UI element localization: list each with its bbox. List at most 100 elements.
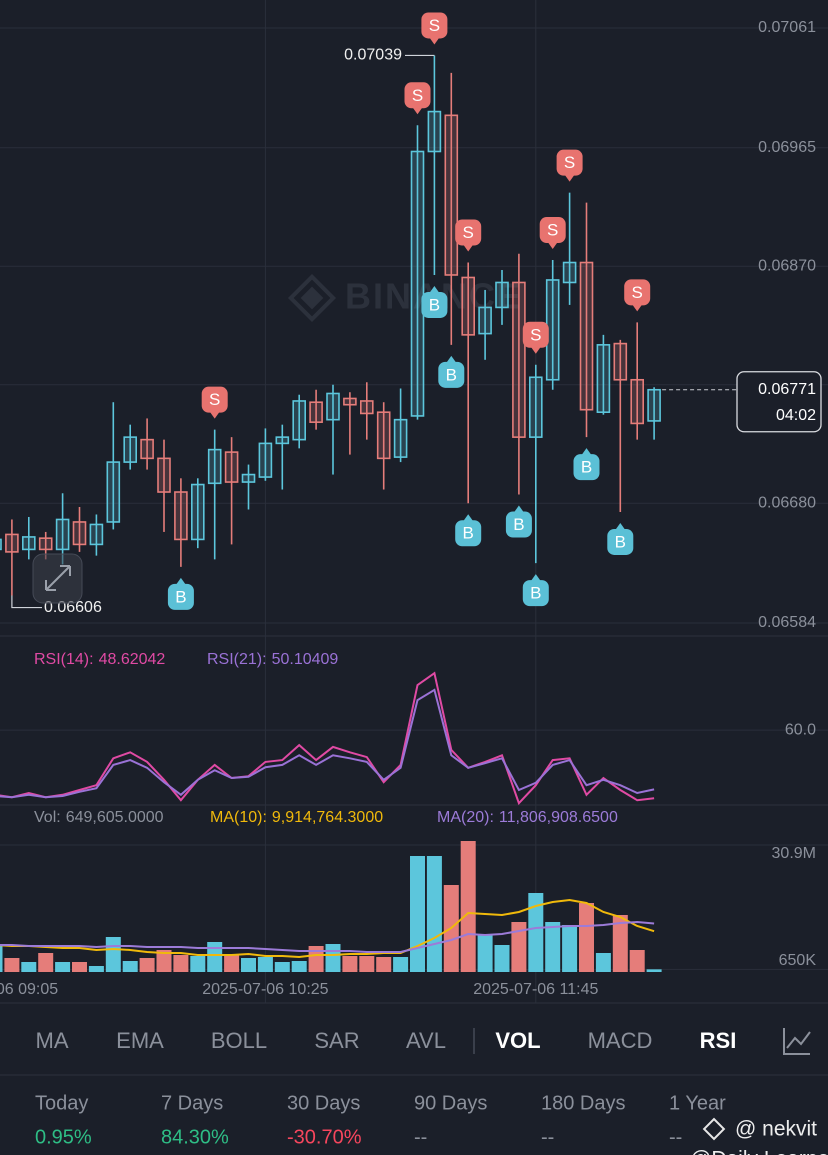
credit-logo [702,1117,726,1141]
candle-body [613,342,628,381]
x-tick-label: 2025-07-06 10:25 [202,981,328,998]
sell-marker-label: S [564,153,575,172]
volume-bar [410,855,425,972]
candle-body [478,306,492,335]
candle-body [191,483,205,541]
x-tick-label: 2025-07-06 09:05 [0,981,58,998]
indicator-tab[interactable]: RSI [700,1028,737,1053]
sell-pointer [632,304,643,312]
candle-body [410,150,425,417]
series-line [0,898,655,959]
volume-bar [241,958,256,972]
buy-pointer [429,285,440,293]
volume-bar [426,855,442,972]
indicator-tab[interactable]: VOL [495,1028,540,1053]
indicator-tab[interactable]: AVL [406,1028,446,1053]
candle-body [512,281,526,438]
high-label: 0.07039 [344,47,402,64]
sell-marker [421,12,448,39]
period-change: -- [414,1126,427,1148]
buy-marker [167,583,194,610]
candle-body [444,114,459,276]
volume-bar [376,956,392,972]
candle-body [528,376,543,438]
indicator-tab[interactable]: MACD [588,1028,653,1053]
period-change: -- [541,1126,554,1148]
indicator-tab[interactable]: MA [36,1028,69,1053]
candle-body [292,400,307,441]
legend-name: MA(20): [437,809,494,826]
candle-body [123,436,137,463]
buy-marker [421,291,448,318]
sell-pointer [564,174,575,182]
buy-pointer [175,577,186,585]
volume-bar [393,956,409,972]
buy-pointer [513,505,524,513]
sell-marker [539,217,566,244]
buy-marker-label: B [581,458,592,477]
volume-bar [528,893,544,972]
buy-marker-label: B [615,532,626,551]
legend-name: RSI(21): [207,651,267,668]
current-price-box [736,371,822,433]
volume-bar [55,962,71,972]
legend-value: 9,914,764.3000 [272,809,383,826]
icon-axes [783,1028,810,1055]
candle-body [562,261,577,284]
buy-marker [438,361,465,388]
candle-body [106,461,121,523]
buy-pointer [581,448,592,456]
y-tick-label: 0.06680 [758,494,816,511]
candle-body [21,536,36,551]
chart-settings-icon[interactable] [783,1028,811,1055]
buy-marker-label: B [530,584,541,603]
volume-bar [545,922,561,972]
period-change: -30.70% [287,1126,362,1148]
buy-marker-label: B [429,295,440,314]
buy-pointer [530,574,541,582]
volume-bar [359,955,375,972]
candle-body [309,401,323,423]
volume-bar [291,961,307,972]
candle-body [140,438,154,460]
sell-marker-label: S [209,390,220,409]
candle-body [630,378,645,425]
x-tick-label: 2025-07-06 11:45 [473,981,598,998]
sell-marker-label: S [632,283,643,302]
period-change: -- [669,1126,682,1148]
candle-body [647,388,661,422]
candle-body [224,451,239,483]
buy-marker-label: B [446,365,457,384]
sell-pointer [530,346,541,354]
watermark-logo [287,273,337,323]
candle-body [38,537,53,551]
y-tick-label: 650K [779,952,817,969]
volume-bar [21,962,37,972]
sell-marker [624,279,651,306]
candle-body [359,400,374,415]
candle-body [579,261,594,411]
credit-text: @ nekvit [735,1118,817,1141]
buy-marker [505,511,532,538]
buy-pointer [615,522,626,530]
y-tick-label: 60.0 [785,721,816,738]
series-line [0,920,655,953]
volume-bar [72,962,87,972]
sell-marker [556,149,583,176]
buy-marker-label: B [463,524,474,543]
icon-line [786,1031,811,1049]
indicator-tab[interactable]: BOLL [211,1028,267,1053]
legend-name: Vol: [34,809,61,826]
indicator-tab[interactable]: EMA [116,1028,164,1053]
low-marker-line [11,595,42,609]
countdown-label: 04:02 [776,407,816,424]
buy-marker [573,454,600,481]
expand-button[interactable] [32,553,83,604]
buy-marker [522,580,549,607]
buy-marker-label: B [175,587,186,606]
sell-marker [404,82,431,109]
legend-name: MA(10): [210,809,267,826]
period-change: 84.30% [161,1126,229,1148]
indicator-tab[interactable]: SAR [314,1028,359,1053]
